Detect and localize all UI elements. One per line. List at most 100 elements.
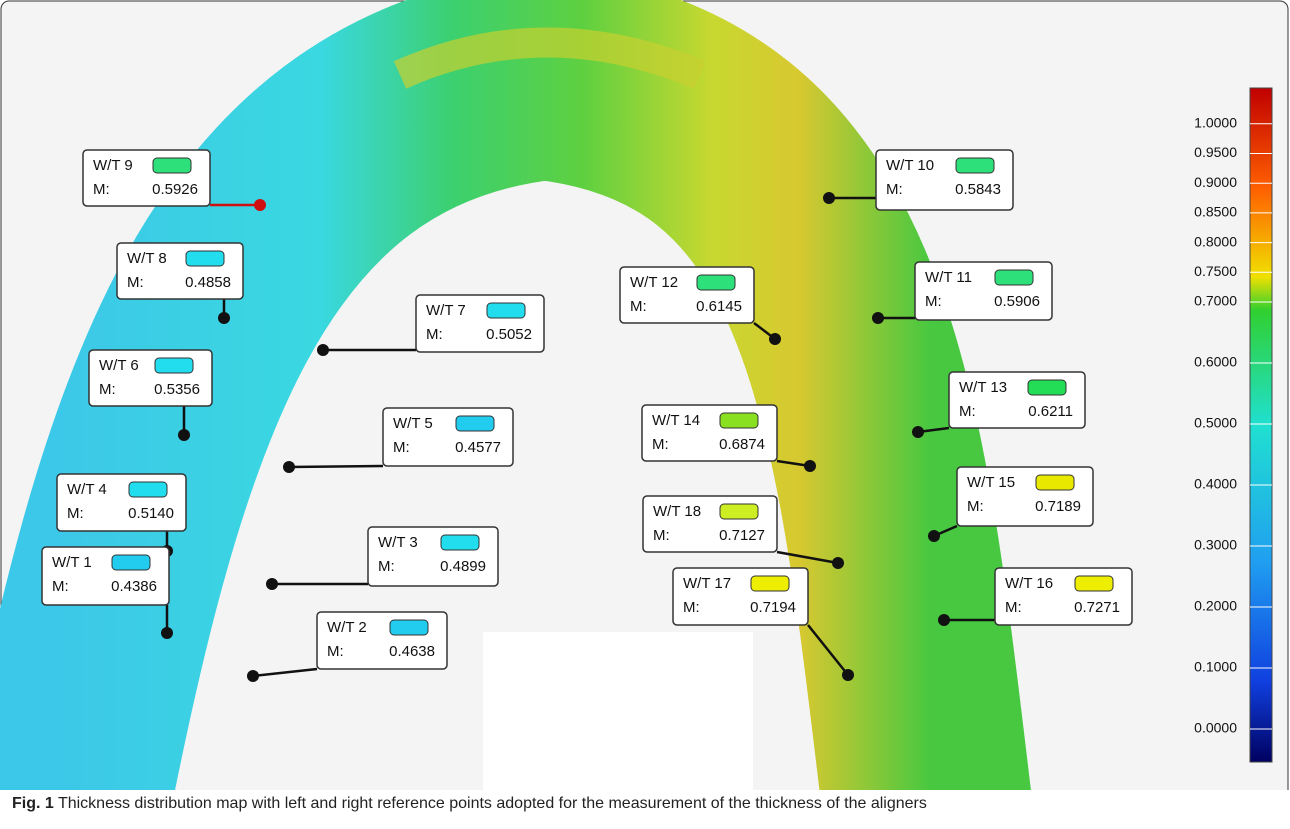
label-value: 0.6145 (696, 298, 742, 315)
label-value: 0.4638 (389, 643, 435, 660)
reference-point (912, 426, 924, 438)
label-swatch (956, 158, 994, 173)
label-name: W/T 15 (967, 474, 1015, 491)
reference-point (247, 670, 259, 682)
label-m: M: (630, 298, 647, 315)
label-name: W/T 18 (653, 503, 701, 520)
caption-text: Thickness distribution map with left and… (58, 795, 927, 812)
label-swatch (697, 275, 735, 290)
caption: Fig. 1 Thickness distribution map with l… (12, 795, 927, 813)
label-name: W/T 16 (1005, 575, 1053, 592)
label-value: 0.4386 (111, 578, 157, 595)
reference-point (938, 614, 950, 626)
label-name: W/T 3 (378, 534, 418, 551)
label-swatch (1028, 380, 1066, 395)
blank-area (483, 632, 753, 790)
label-value: 0.4858 (185, 274, 231, 291)
label-swatch (487, 303, 525, 318)
scale-tick-label: 0.9500 (1194, 144, 1237, 160)
label-name: W/T 4 (67, 481, 107, 498)
page: W/T 9 M: 0.5926 W/T 10 M: 0.5843 W/T 8 M: 0.4858… (0, 0, 1290, 829)
label-value: 0.4899 (440, 558, 486, 575)
label-value: 0.4577 (455, 439, 501, 456)
reference-point (823, 192, 835, 204)
reference-point (804, 460, 816, 472)
label-swatch (1075, 576, 1113, 591)
label-name: W/T 10 (886, 157, 934, 174)
reference-point (832, 557, 844, 569)
label-m: M: (52, 578, 69, 595)
scale-tick-label: 0.2000 (1194, 598, 1237, 614)
label-m: M: (93, 181, 110, 198)
label-m: M: (99, 381, 116, 398)
label-swatch (129, 482, 167, 497)
figure: W/T 9 M: 0.5926 W/T 10 M: 0.5843 W/T 8 M: 0.4858… (0, 0, 1290, 829)
reference-point (842, 669, 854, 681)
label-m: M: (1005, 599, 1022, 616)
label-swatch (720, 504, 758, 519)
label-m: M: (967, 498, 984, 515)
label-swatch (720, 413, 758, 428)
label-swatch (456, 416, 494, 431)
label-value: 0.6211 (1028, 403, 1073, 420)
label-name: W/T 5 (393, 415, 433, 432)
label-m: M: (67, 505, 84, 522)
label-name: W/T 6 (99, 357, 139, 374)
label-m: M: (127, 274, 144, 291)
label-name: W/T 1 (52, 554, 92, 571)
reference-point (161, 627, 173, 639)
label-m: M: (652, 436, 669, 453)
reference-point (317, 344, 329, 356)
reference-point (928, 530, 940, 542)
label-m: M: (925, 293, 942, 310)
leader-line (289, 466, 383, 467)
color-scale (1250, 88, 1272, 762)
reference-point (283, 461, 295, 473)
label-value: 0.5906 (994, 293, 1040, 310)
label-swatch (186, 251, 224, 266)
label-value: 0.5843 (955, 181, 1001, 198)
scale-tick-label: 0.3000 (1194, 537, 1237, 553)
label-name: W/T 12 (630, 274, 678, 291)
scale-tick-label: 0.8000 (1194, 233, 1237, 249)
scale-tick-label: 0.9000 (1194, 174, 1237, 190)
label-swatch (153, 158, 191, 173)
label-name: W/T 11 (925, 269, 972, 286)
reference-point (266, 578, 278, 590)
label-name: W/T 13 (959, 379, 1007, 396)
caption-label: Fig. 1 (12, 795, 54, 812)
label-m: M: (378, 558, 395, 575)
label-value: 0.5926 (152, 181, 198, 198)
reference-point (218, 312, 230, 324)
label-name: W/T 2 (327, 619, 367, 636)
label-value: 0.7127 (719, 527, 765, 544)
label-value: 0.6874 (719, 436, 765, 453)
label-swatch (1036, 475, 1074, 490)
label-swatch (112, 555, 150, 570)
label-value: 0.5356 (154, 381, 200, 398)
scale-tick-label: 0.7000 (1194, 293, 1237, 309)
label-m: M: (886, 181, 903, 198)
label-value: 0.5052 (486, 326, 532, 343)
scale-tick-label: 0.4000 (1194, 476, 1237, 492)
label-name: W/T 8 (127, 250, 167, 267)
label-m: M: (327, 643, 344, 660)
scale-tick-label: 0.1000 (1194, 659, 1237, 675)
scale-tick-label: 0.8500 (1194, 204, 1237, 220)
label-name: W/T 9 (93, 157, 133, 174)
reference-point (178, 429, 190, 441)
scale-tick-label: 0.5000 (1194, 415, 1237, 431)
thickness-map: W/T 9 M: 0.5926 W/T 10 M: 0.5843 W/T 8 M: 0.4858… (0, 0, 1290, 790)
scale-tick-label: 1.0000 (1194, 115, 1237, 131)
label-name: W/T 17 (683, 575, 731, 592)
label-swatch (390, 620, 428, 635)
label-m: M: (653, 527, 670, 544)
label-m: M: (959, 403, 976, 420)
label-value: 0.5140 (128, 505, 174, 522)
label-name: W/T 14 (652, 412, 700, 429)
reference-point (872, 312, 884, 324)
label-swatch (441, 535, 479, 550)
label-m: M: (393, 439, 410, 456)
label-name: W/T 7 (426, 302, 466, 319)
scale-tick-label: 0.6000 (1194, 354, 1237, 370)
